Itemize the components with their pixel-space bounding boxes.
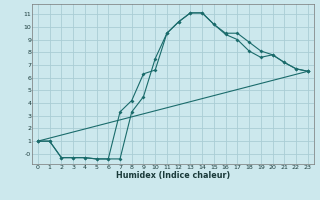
X-axis label: Humidex (Indice chaleur): Humidex (Indice chaleur) <box>116 171 230 180</box>
